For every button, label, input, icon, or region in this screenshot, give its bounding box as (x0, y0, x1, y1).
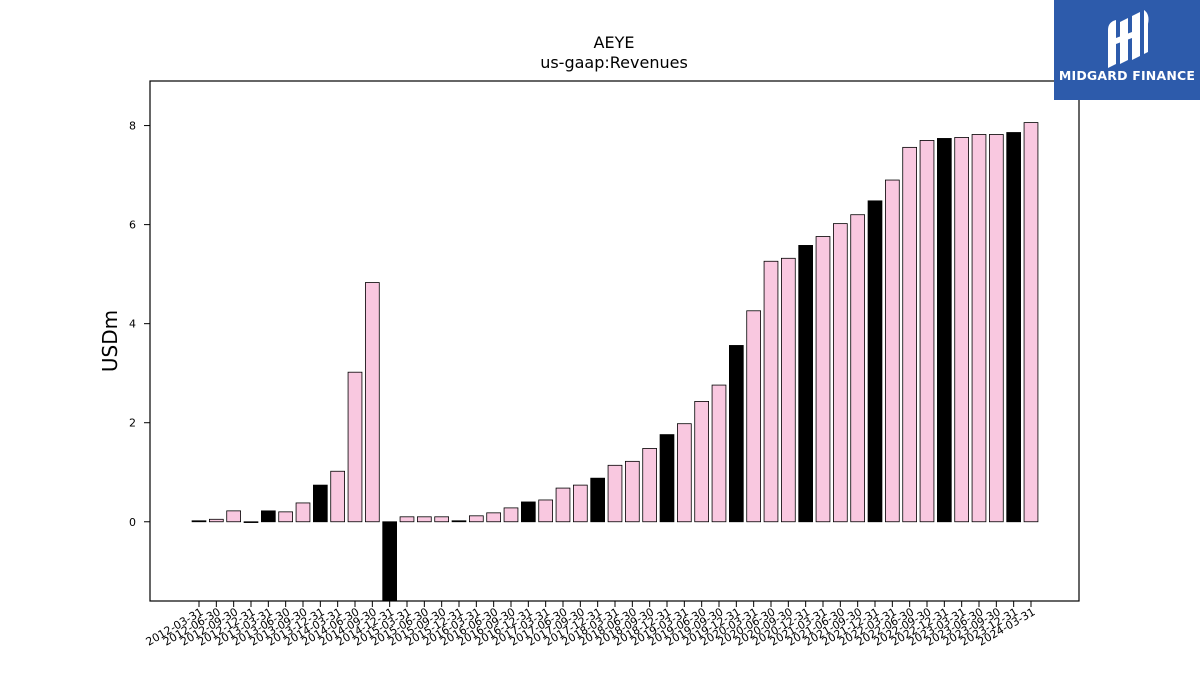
chart-title: AEYE (594, 33, 635, 52)
bar-2021-03-31 (815, 236, 831, 523)
bar-2020-09-30 (781, 257, 796, 523)
x-axis: 2012-03-312012-06-302012-09-302012-12-31… (144, 601, 1038, 649)
bar-2014-09-30 (364, 282, 380, 523)
bar-2013-09-30 (295, 502, 311, 523)
bar-2016-03-31 (468, 515, 484, 523)
bar-2020-03-31 (746, 310, 762, 523)
bar-2015-12-31 (451, 520, 467, 523)
bar-2017-09-30 (573, 484, 588, 523)
bar-2017-12-31 (590, 477, 606, 523)
bar-2019-06-30 (694, 401, 710, 523)
logo-text: MIDGARD FINANCE (1058, 68, 1196, 83)
bar-2015-09-30 (434, 516, 450, 523)
bar-2017-06-30 (555, 487, 571, 523)
y-axis-label: USDm (98, 310, 122, 372)
bar-2016-12-31 (521, 501, 536, 523)
bar-2018-03-31 (607, 464, 623, 523)
bar-2013-03-31 (260, 510, 276, 523)
bar-2021-12-31 (867, 200, 883, 523)
bar-2014-06-30 (347, 371, 363, 523)
bar-2012-03-31 (191, 520, 207, 523)
bar-2017-03-31 (538, 499, 554, 523)
bar-2022-12-31 (937, 138, 952, 523)
y-tick-label-8: 8 (129, 120, 136, 133)
bar-2012-12-31 (243, 521, 259, 523)
bar-2012-06-30 (208, 518, 224, 523)
bar-2021-06-30 (833, 223, 848, 523)
y-axis: 0 2 4 6 8 (129, 120, 150, 529)
bar-2023-06-30 (971, 134, 987, 523)
bar-2018-09-30 (642, 448, 658, 523)
bars-group (191, 122, 1039, 602)
y-tick-label-4: 4 (129, 318, 136, 331)
y-tick-label-0: 0 (129, 516, 136, 529)
bar-2013-12-31 (312, 484, 328, 523)
y-tick-label-6: 6 (129, 219, 136, 232)
bar-2018-12-31 (659, 434, 675, 523)
bar-2023-09-30 (989, 134, 1004, 523)
bar-2018-06-30 (625, 460, 640, 523)
bar-2020-06-30 (763, 260, 779, 523)
bar-2019-09-30 (711, 384, 727, 523)
bar-2016-09-30 (503, 507, 519, 523)
bar-2015-06-30 (416, 516, 432, 523)
bar-2022-09-30 (919, 140, 935, 523)
midgard-logo-icon (1108, 10, 1149, 68)
bar-2023-03-31 (954, 137, 970, 523)
bar-2022-03-31 (885, 179, 900, 523)
plot-frame (149, 80, 1080, 602)
bar-2019-12-31 (729, 345, 744, 523)
bar-2015-03-31 (399, 516, 415, 523)
bar-2014-12-31 (382, 521, 398, 602)
bar-2019-03-31 (677, 423, 692, 523)
bar-2020-12-31 (798, 245, 814, 523)
bar-2021-09-30 (850, 214, 866, 523)
bar-2022-06-30 (902, 146, 918, 523)
midgard-finance-logo: MIDGARD FINANCE (1054, 0, 1200, 100)
y-tick-label-2: 2 (129, 417, 136, 430)
bar-2024-03-31 (1023, 122, 1039, 523)
bar-2023-12-31 (1006, 132, 1022, 523)
chart-subtitle: us-gaap:Revenues (540, 53, 688, 72)
bar-2013-06-30 (278, 511, 294, 523)
bar-2016-06-30 (486, 512, 502, 523)
bar-2012-09-30 (226, 510, 242, 523)
bar-2014-03-31 (330, 470, 346, 523)
